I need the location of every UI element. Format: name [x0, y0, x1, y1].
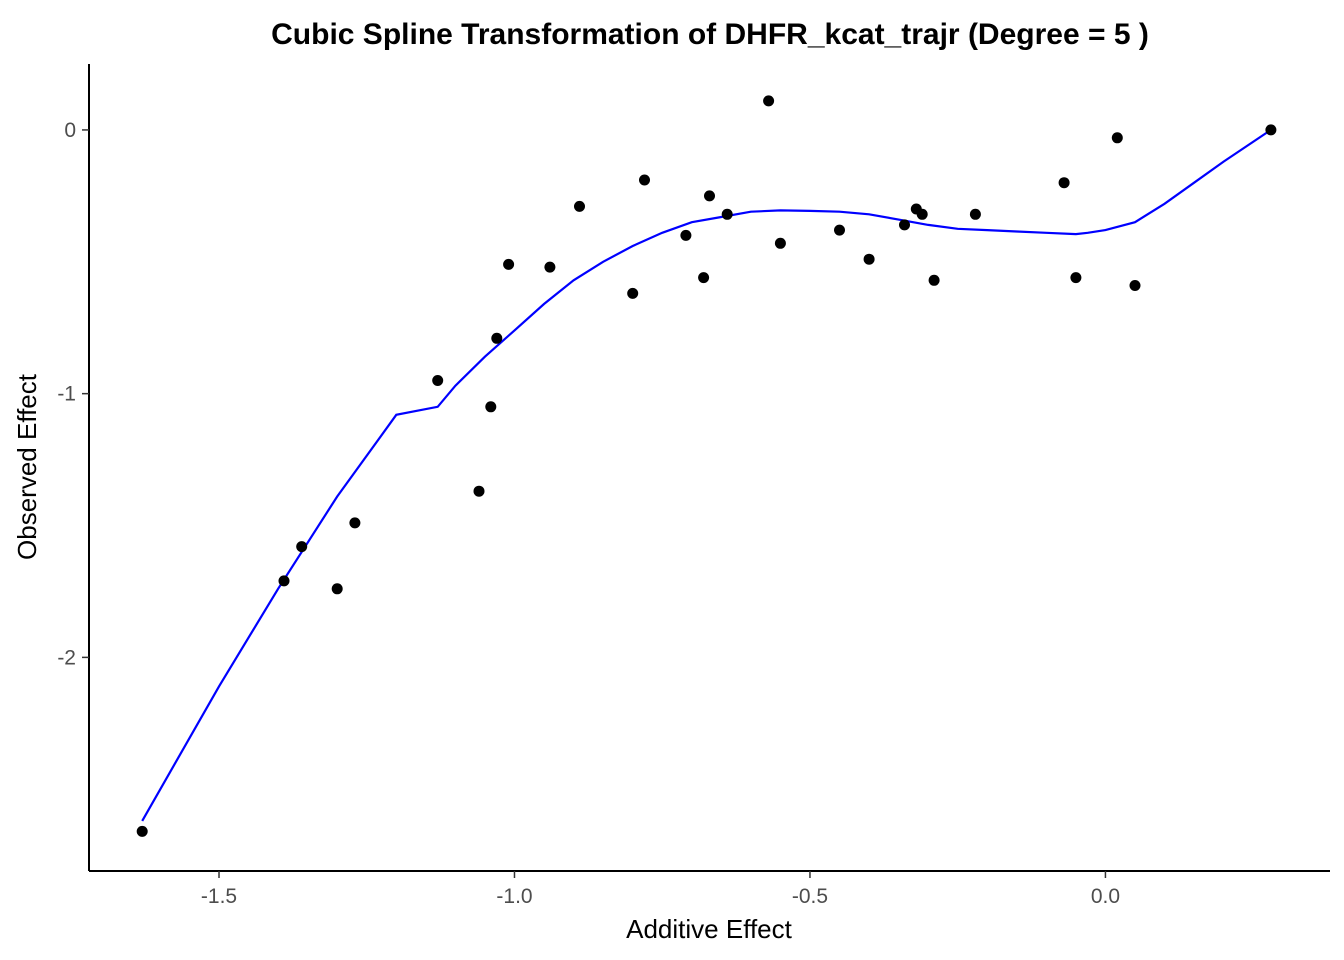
data-point [774, 237, 786, 249]
data-point [639, 174, 650, 186]
data-point [1129, 280, 1141, 291]
y-tick-label: -2 [57, 646, 76, 669]
data-point [491, 332, 503, 344]
data-point [349, 517, 361, 529]
x-tick-label: -1.5 [201, 885, 237, 908]
data-point [331, 583, 343, 595]
spline-fit-line [141, 128, 1272, 822]
x-tick-label: 0.0 [1091, 885, 1120, 908]
x-tick-label: -0.5 [792, 885, 828, 908]
data-point [1111, 132, 1123, 144]
data-point [1070, 272, 1082, 284]
data-point [680, 229, 692, 241]
data-point [969, 208, 981, 220]
data-point [485, 401, 497, 413]
data-point [1265, 124, 1277, 136]
data-point [763, 95, 775, 107]
data-point [503, 258, 515, 270]
data-point [704, 190, 715, 202]
data-point [899, 219, 910, 231]
data-point [916, 208, 928, 220]
data-point [278, 575, 290, 587]
y-axis-ticks: 0 -1 -2 [57, 119, 89, 669]
data-point [296, 541, 308, 553]
data-point [698, 272, 710, 284]
data-point [863, 253, 875, 265]
plot-area: -1.5 -1.0 -0.5 0.0 0 -1 -2 [57, 64, 1330, 908]
x-axis-title: Additive Effect [626, 914, 793, 944]
y-tick-label: -1 [57, 383, 76, 406]
x-axis-ticks: -1.5 -1.0 -0.5 0.0 [201, 871, 1120, 908]
data-point [432, 375, 444, 386]
data-point [627, 287, 639, 299]
data-point [721, 208, 733, 220]
data-point [544, 261, 556, 273]
data-point [928, 274, 940, 286]
data-point [574, 200, 585, 212]
data-point [136, 825, 148, 837]
data-point [1058, 177, 1070, 189]
chart-title: Cubic Spline Transformation of DHFR_kcat… [271, 18, 1149, 51]
y-tick-label: 0 [64, 119, 76, 142]
data-point [473, 485, 485, 497]
x-tick-label: -1.0 [496, 885, 532, 908]
data-points [136, 95, 1277, 837]
data-point [834, 224, 845, 236]
y-axis-title: Observed Effect [12, 373, 42, 560]
